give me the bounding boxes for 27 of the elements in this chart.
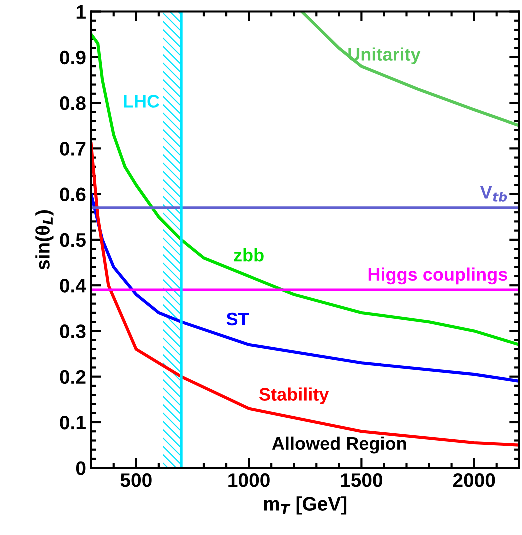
- y-tick-label: 0.2: [60, 370, 86, 384]
- ref-line-label: Higgs couplings: [368, 268, 508, 285]
- line-series: [300, 12, 520, 128]
- y-tick-label: 0: [76, 462, 86, 476]
- x-tick-label: 500: [120, 474, 152, 488]
- ref-line-label: V$_{tb}$: [480, 186, 508, 202]
- y-tick-label: 0.3: [60, 324, 86, 338]
- annotation: zbb: [234, 248, 264, 262]
- annotation: ST: [226, 312, 250, 326]
- y-tick-label: 1: [76, 5, 86, 19]
- y-tick-label: 0.8: [60, 96, 86, 110]
- y-tick-label: 0.9: [60, 50, 86, 65]
- x-tick-label: 1500: [341, 474, 383, 488]
- annotation: Allowed Region: [272, 436, 406, 454]
- annotation: Stability: [260, 388, 330, 405]
- x-tick-label: 1000: [228, 474, 270, 488]
- band-label: LHC: [124, 95, 160, 108]
- y-axis-title: sin(θ$_{L}$): [36, 210, 54, 270]
- x-axis-title: m$_{T}$ [GeV]: [264, 496, 347, 515]
- y-tick-label: 0.6: [60, 188, 86, 202]
- y-tick-label: 0.5: [60, 233, 86, 248]
- y-tick-label: 0.1: [60, 416, 86, 430]
- line-series: [91, 33, 520, 346]
- y-tick-label: 0.7: [60, 142, 86, 156]
- annotation: Unitarity: [348, 48, 421, 65]
- y-tick-label: 0.4: [60, 279, 86, 293]
- x-tick-label: 2000: [453, 474, 496, 488]
